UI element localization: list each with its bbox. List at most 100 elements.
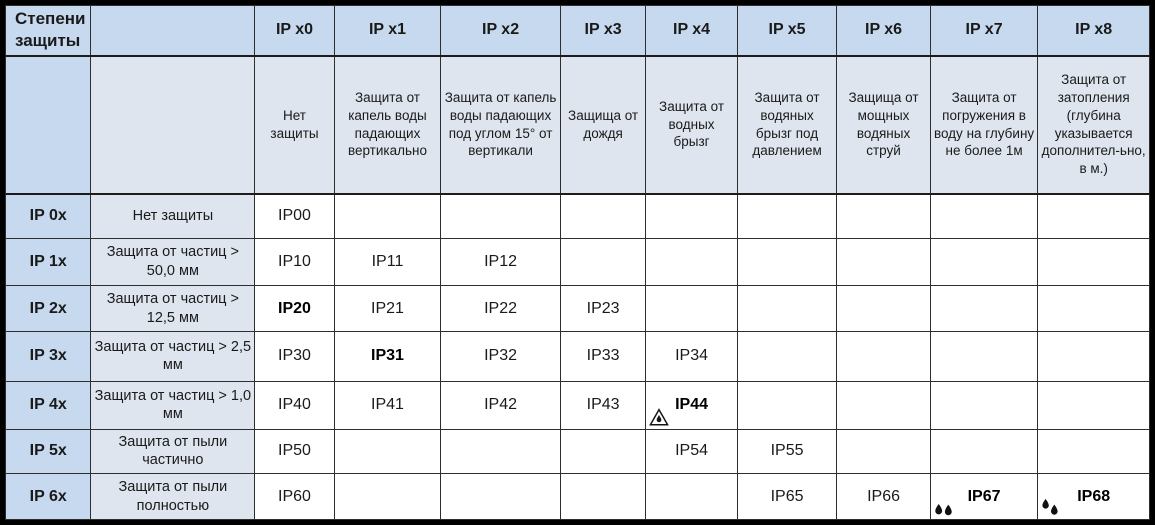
column-description-ip-x4: Защита от водных брызг [645, 55, 738, 195]
rating-value: IP41 [371, 396, 404, 414]
row-header: IP 1x [5, 237, 92, 287]
column-header-ip-x0: IP x0 [254, 5, 335, 57]
row-header: IP 4x [5, 380, 92, 430]
column-description-ip-x3: Защища от дождя [559, 55, 647, 195]
rating-value: IP30 [278, 347, 311, 365]
empty-cell [736, 193, 838, 239]
empty-cell [1037, 428, 1150, 475]
two-water-drops-splash-icon [1041, 499, 1060, 516]
empty-cell [333, 428, 442, 475]
column-description-ip-x5: Защита от водяных брызг под давлением [736, 55, 838, 195]
rating-value: IP33 [586, 347, 620, 365]
empty-cell [836, 285, 931, 333]
rating-cell: IP10 [254, 237, 335, 287]
column-description-ip-x6: Защища от мощных водяных струй [836, 55, 931, 195]
row-header: IP 6x [5, 473, 92, 520]
column-description-ip-x8: Защита от затопления (глубина указываетс… [1037, 55, 1150, 195]
empty-cell [1037, 331, 1150, 382]
empty-cell [559, 428, 647, 475]
empty-cell [645, 473, 738, 520]
rating-value: IP31 [371, 347, 404, 365]
empty-cell [333, 193, 442, 239]
column-header-ip-x4: IP x4 [645, 5, 738, 57]
rating-cell: IP54 [645, 428, 738, 475]
rating-value: IP21 [371, 299, 404, 317]
rating-value: IP43 [586, 396, 620, 414]
row-header: IP 5x [5, 428, 92, 475]
header-row: Степени защиты IP x0 IP x1 IP x2 IP x3 IP x4 I… [5, 5, 1150, 57]
description-blank-gray [90, 55, 256, 195]
rating-value: IP10 [278, 253, 311, 271]
empty-cell [645, 237, 738, 287]
empty-cell [559, 473, 647, 520]
ip-ratings-table: Степени защиты IP x0 IP x1 IP x2 IP x3 IP x4 I… [5, 5, 1150, 520]
column-description-ip-x1: Защита от капель воды падающих вертикаль… [333, 55, 442, 195]
rating-cell: IP32 [440, 331, 561, 382]
table-row-ip-3x: IP 3x Защита от частиц > 2,5 мм IP30 IP31 IP… [5, 331, 1150, 382]
rating-cell: IP55 [736, 428, 838, 475]
empty-cell [1037, 237, 1150, 287]
rating-value: IP44 [675, 396, 708, 414]
column-description-ip-x7: Защита от погружения в воду на глубину н… [929, 55, 1039, 195]
empty-cell [836, 193, 931, 239]
column-header-ip-x8: IP x8 [1037, 5, 1150, 57]
rating-value: IP66 [867, 487, 900, 505]
rating-cell: IP30 [254, 331, 335, 382]
rating-cell: IP12 [440, 237, 561, 287]
rating-cell: IP40 [254, 380, 335, 430]
empty-cell [645, 193, 738, 239]
rating-cell: IP22 [440, 285, 561, 333]
empty-cell [929, 331, 1039, 382]
rating-cell: IP41 [333, 380, 442, 430]
row-description: Защита от частиц > 12,5 мм [90, 285, 256, 333]
empty-cell [836, 380, 931, 430]
water-drop-in-triangle-icon [649, 407, 670, 426]
empty-cell [645, 285, 738, 333]
empty-cell [1037, 285, 1150, 333]
empty-cell [836, 331, 931, 382]
table-row-ip-4x: IP 4x Защита от частиц > 1,0 мм IP40 IP41 IP… [5, 380, 1150, 430]
rating-cell: IP23 [559, 285, 647, 333]
column-header-ip-x7: IP x7 [929, 5, 1039, 57]
rating-value: IP60 [278, 487, 311, 505]
rating-value: IP65 [770, 487, 804, 505]
empty-cell [929, 428, 1039, 475]
row-description: Защита от частиц > 1,0 мм [90, 380, 256, 430]
column-description-ip-x0: Нет защиты [254, 55, 335, 195]
two-water-drops-icon [934, 504, 954, 516]
rating-cell: IP11 [333, 237, 442, 287]
column-header-ip-x1: IP x1 [333, 5, 442, 57]
rating-value: IP40 [278, 396, 311, 414]
rating-cell: IP00 [254, 193, 335, 239]
rating-value: IP22 [484, 299, 518, 317]
description-blank-blue [5, 55, 92, 195]
rating-value: IP11 [371, 253, 404, 271]
row-header: IP 2x [5, 285, 92, 333]
empty-cell [929, 285, 1039, 333]
empty-cell [559, 193, 647, 239]
rating-cell: IP60 [254, 473, 335, 520]
column-description-ip-x2: Защита от капель воды падающих под углом… [440, 55, 561, 195]
empty-cell [929, 380, 1039, 430]
empty-cell [440, 193, 561, 239]
table-row-ip-6x: IP 6x Защита от пыли полностью IP60 IP65 IP6… [5, 473, 1150, 520]
rating-cell: IP33 [559, 331, 647, 382]
empty-cell [736, 380, 838, 430]
column-header-ip-x3: IP x3 [559, 5, 647, 57]
rating-value: IP68 [1077, 487, 1111, 505]
rating-cell: IP34 [645, 331, 738, 382]
rating-value: IP50 [278, 442, 311, 460]
rating-value: IP12 [484, 253, 518, 271]
empty-cell [836, 237, 931, 287]
rating-cell: IP50 [254, 428, 335, 475]
rating-cell: IP31 [333, 331, 442, 382]
rating-value: IP23 [586, 299, 620, 317]
table-row-ip-0x: IP 0x Нет защиты IP00 [5, 193, 1150, 239]
rating-cell: IP68 [1037, 473, 1150, 520]
rating-cell: IP44 [645, 380, 738, 430]
rating-cell: IP65 [736, 473, 838, 520]
empty-cell [1037, 380, 1150, 430]
empty-cell [1037, 193, 1150, 239]
empty-cell [559, 237, 647, 287]
